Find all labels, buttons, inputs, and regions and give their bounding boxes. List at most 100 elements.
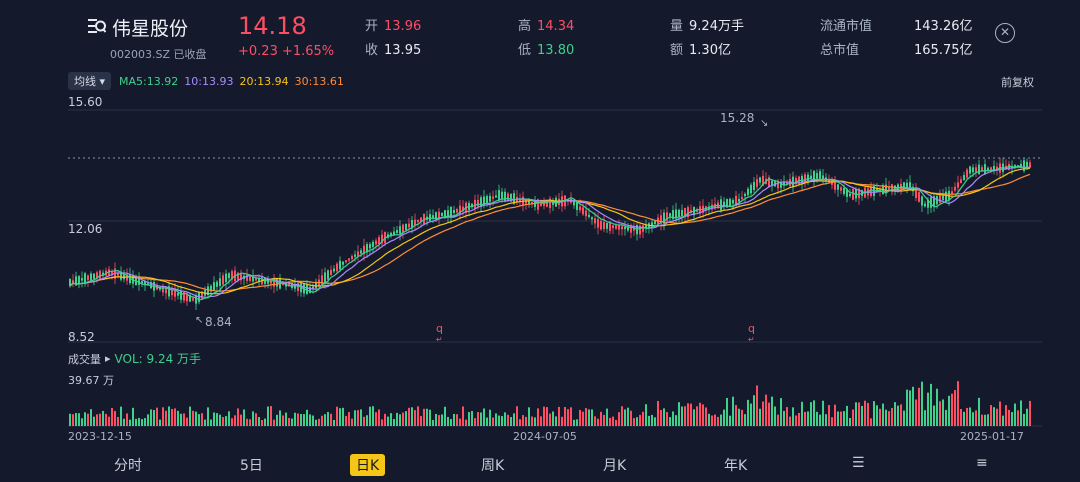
candle-body bbox=[84, 273, 86, 284]
volume-bar bbox=[849, 418, 851, 426]
volume-bar bbox=[966, 407, 968, 426]
candle-body bbox=[312, 286, 314, 289]
candle-body bbox=[414, 219, 416, 226]
open-field: 开 13.96 bbox=[365, 19, 422, 34]
volume-bar bbox=[909, 390, 911, 426]
volume-bar bbox=[540, 416, 542, 426]
volume-bar bbox=[915, 399, 917, 426]
candle-body bbox=[744, 193, 746, 197]
volume-bar bbox=[642, 411, 644, 426]
candle-body bbox=[645, 225, 647, 229]
volume-bar bbox=[297, 413, 299, 426]
volume-bar bbox=[345, 415, 347, 426]
candle-body bbox=[69, 278, 71, 286]
candle-body bbox=[450, 206, 452, 218]
ma5-line bbox=[69, 165, 1031, 301]
candle-body bbox=[432, 215, 434, 219]
volume-bar bbox=[744, 414, 746, 426]
volume-bar bbox=[777, 414, 779, 426]
candle-body bbox=[336, 263, 338, 272]
close-button[interactable]: ✕ bbox=[995, 23, 1015, 43]
volume-bar bbox=[375, 412, 377, 426]
high-value: 14.34 bbox=[537, 19, 575, 34]
volume-bar bbox=[1014, 403, 1016, 426]
candle-body bbox=[633, 227, 635, 231]
candle-body bbox=[141, 281, 143, 284]
volume-bar bbox=[738, 408, 740, 426]
kline-chart[interactable]: 15.28 ↘ ↖ 8.84 q ↵ q ↵ bbox=[0, 0, 1080, 350]
volume-bar bbox=[231, 418, 233, 426]
volume-bar bbox=[360, 409, 362, 426]
volume-bar bbox=[291, 418, 293, 426]
candle-body bbox=[186, 293, 188, 302]
ma-legend: 均线 ▾ MA5:13.92 10:13.93 20:13.94 30:13.6… bbox=[68, 72, 344, 90]
volume-bar bbox=[522, 415, 524, 426]
candle-body bbox=[417, 219, 419, 223]
volume-bar bbox=[213, 412, 215, 426]
candle-body bbox=[225, 273, 227, 283]
volume-bar bbox=[471, 411, 473, 426]
candle-body bbox=[456, 208, 458, 213]
volume-bar bbox=[84, 412, 86, 426]
indicator-settings-icon[interactable]: ☰ bbox=[852, 455, 865, 471]
tab-5day[interactable]: 5日 bbox=[240, 458, 263, 474]
ma-dropdown[interactable]: 均线 ▾ bbox=[68, 72, 112, 90]
volume-bar bbox=[870, 418, 872, 426]
volume-bar bbox=[96, 414, 98, 426]
volume-bar bbox=[114, 411, 116, 426]
tab-daily-k[interactable]: 日K bbox=[350, 454, 386, 476]
more-options-icon[interactable]: ≡ bbox=[976, 455, 988, 471]
volume-bar bbox=[1011, 412, 1013, 426]
candle-body bbox=[546, 200, 548, 207]
volume-bar bbox=[87, 413, 89, 426]
volume-bar bbox=[411, 407, 413, 426]
volume-bar bbox=[72, 414, 74, 426]
volume-bar bbox=[657, 400, 659, 426]
volume-bar bbox=[759, 408, 761, 426]
candle-body bbox=[474, 199, 476, 209]
candle-body bbox=[210, 285, 212, 292]
volume-bar bbox=[684, 406, 686, 426]
volume-bar bbox=[930, 383, 932, 426]
tab-minute[interactable]: 分时 bbox=[114, 458, 142, 474]
candle-body bbox=[501, 191, 503, 200]
volume-bar bbox=[450, 419, 452, 426]
candle-body bbox=[1023, 160, 1025, 171]
candle-body bbox=[585, 210, 587, 217]
volume-bar bbox=[342, 407, 344, 426]
tab-yearly-k[interactable]: 年K bbox=[724, 458, 748, 474]
volume-bar bbox=[771, 396, 773, 426]
volume-bar bbox=[549, 413, 551, 426]
candle-body bbox=[324, 272, 326, 283]
volume-bar bbox=[921, 381, 923, 426]
candle-body bbox=[687, 207, 689, 217]
close-field: 收 13.95 bbox=[365, 43, 422, 58]
volume-bar bbox=[348, 412, 350, 426]
tab-weekly-k[interactable]: 周K bbox=[481, 458, 505, 474]
volume-bar bbox=[204, 419, 206, 426]
candle-body bbox=[621, 226, 623, 230]
volume-bar bbox=[582, 411, 584, 426]
volume-bar bbox=[138, 417, 140, 426]
candle-body bbox=[495, 195, 497, 198]
volume-bar bbox=[1026, 408, 1028, 426]
candle-body bbox=[930, 197, 932, 208]
adjust-toggle[interactable]: 前复权 bbox=[1001, 76, 1034, 89]
volume-bar bbox=[435, 413, 437, 426]
chevron-down-icon: ▾ bbox=[99, 75, 106, 88]
volume-bar bbox=[351, 418, 353, 426]
volume-bar bbox=[240, 414, 242, 426]
candle-body bbox=[252, 276, 254, 282]
candle-body bbox=[174, 289, 176, 297]
volume-bar bbox=[558, 406, 560, 426]
candle-body bbox=[117, 273, 119, 276]
candle-body bbox=[981, 167, 983, 172]
tab-monthly-k[interactable]: 月K bbox=[603, 458, 627, 474]
candle-body bbox=[333, 268, 335, 272]
volume-bar bbox=[978, 397, 980, 426]
candle-body bbox=[903, 182, 905, 190]
volume-bar bbox=[285, 412, 287, 426]
candle-body bbox=[72, 280, 74, 284]
volume-bar bbox=[603, 414, 605, 426]
candle-body bbox=[945, 191, 947, 202]
